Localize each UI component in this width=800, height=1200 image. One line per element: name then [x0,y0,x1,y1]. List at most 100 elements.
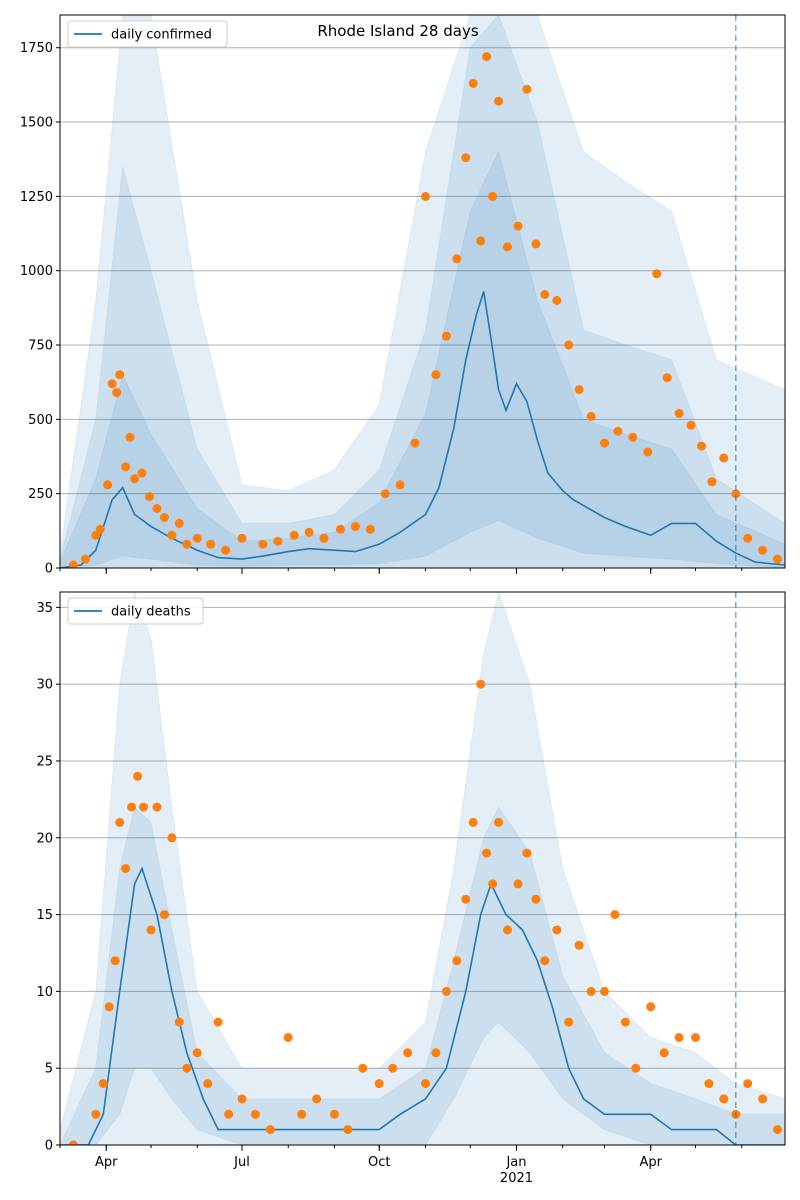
data-point [115,817,125,827]
data-point [221,545,231,555]
data-point [758,545,768,555]
data-point [192,533,202,543]
data-point [773,554,782,564]
confidence-band [60,150,785,568]
data-point [312,1094,322,1104]
data-point [522,84,532,94]
y-tick-label: 20 [36,831,53,846]
data-point [388,1063,398,1073]
data-point [289,530,299,540]
data-point [365,524,375,534]
data-point [206,539,216,549]
data-point [380,489,390,499]
data-point [167,833,177,843]
data-point [476,679,486,689]
data-point [125,432,135,442]
y-tick-label: 5 [45,1062,53,1077]
confidence-band [60,806,785,1145]
data-point [174,1017,184,1027]
data-point [719,453,729,463]
data-point [540,956,550,966]
data-point [350,521,360,531]
data-point [662,373,672,383]
plot-area [60,592,785,1145]
data-point [494,817,504,827]
data-point [146,925,156,935]
data-point [330,1109,339,1119]
data-point [421,1079,430,1089]
data-point [358,1063,368,1073]
legend: daily deaths [67,597,204,625]
legend-box [67,597,204,625]
data-point [494,96,504,106]
data-point [133,771,143,781]
x-tick-label: Apr [639,1155,662,1170]
data-point [674,1033,684,1042]
data-point [297,1109,307,1119]
y-tick-label: 750 [28,339,53,354]
data-point [304,527,314,537]
data-point [540,290,550,299]
data-point [139,802,148,812]
data-point [503,925,512,935]
data-point [441,331,451,341]
axes-frame [59,14,786,569]
data-point [258,539,268,549]
data-point [110,956,120,966]
data-point [103,480,113,490]
confidence-band [60,15,785,568]
y-tick-label: 250 [28,487,53,502]
data-point [145,492,154,502]
data-point [104,1002,114,1012]
data-point [137,468,147,478]
data-point [503,242,512,252]
data-point [513,879,523,889]
data-point [273,536,283,546]
data-point [707,477,717,487]
data-point [586,986,596,996]
data-point [159,910,169,920]
data-point [374,1079,384,1089]
data-point [152,802,162,812]
data-point [628,432,638,442]
data-point [461,894,471,904]
data-point [203,1079,213,1089]
y-tick-label: 15 [36,908,53,923]
data-point [652,269,662,279]
data-point [319,533,329,543]
data-point [112,388,122,398]
data-point [95,524,105,534]
data-point [482,848,492,858]
data-point [476,236,486,246]
x-tick-label: Jul [233,1155,250,1170]
data-point [482,52,492,62]
data-point [552,295,562,305]
data-point [159,513,169,522]
data-point [600,438,609,448]
data-point [192,1048,202,1058]
data-point [620,1017,630,1027]
y-tick-label: 25 [36,754,53,769]
data-point [403,1048,413,1058]
data-point [265,1125,275,1135]
data-point [152,504,162,513]
data-point [531,239,541,249]
axes-frame [59,591,786,1146]
x-tick-label: Jan [505,1155,526,1170]
y-tick-label: 1750 [20,41,53,56]
data-point [586,411,596,421]
data-point [631,1063,641,1073]
data-point [574,385,584,395]
legend-box [67,20,228,48]
data-point [250,1109,260,1119]
data-point [600,986,609,996]
data-point [773,1125,782,1135]
data-point [174,518,184,528]
data-point [121,462,131,472]
data-point [643,447,653,457]
data-point [758,1094,768,1104]
data-point [182,1063,192,1073]
data-point [610,910,620,920]
data-point [704,1079,714,1089]
